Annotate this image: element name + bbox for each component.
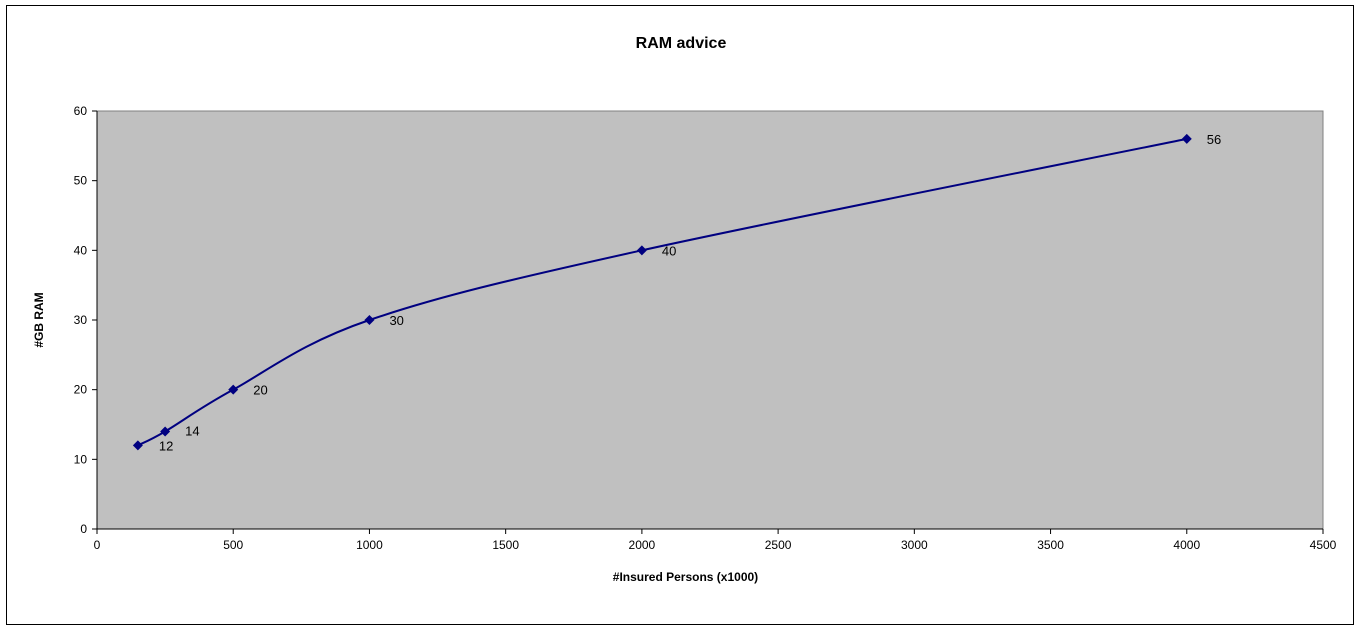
y-axis: 0 10 20 30 40 50 60 <box>74 104 98 536</box>
y-tick-label: 40 <box>74 243 88 257</box>
plot-area <box>96 110 1324 530</box>
data-point-marker <box>132 440 143 451</box>
y-tick-label: 30 <box>74 313 88 327</box>
data-label: 56 <box>1207 132 1221 147</box>
x-axis: 0 500 1000 1500 2000 2500 3000 3500 4000 4500 <box>94 528 1337 552</box>
x-tick-label: 3500 <box>1037 538 1064 552</box>
x-tick-label: 1500 <box>492 538 519 552</box>
y-axis-label: #GB RAM <box>32 292 46 347</box>
data-point-marker <box>228 384 239 395</box>
x-tick-label: 500 <box>223 538 243 552</box>
data-point-marker <box>636 245 647 256</box>
x-tick-label: 1000 <box>356 538 383 552</box>
y-tick-label: 20 <box>74 383 88 397</box>
x-tick-label: 2000 <box>629 538 656 552</box>
data-label: 14 <box>185 423 199 438</box>
data-point-marker <box>364 315 375 325</box>
y-tick-label: 60 <box>74 104 88 118</box>
data-label: 20 <box>253 383 267 398</box>
data-point-marker <box>1181 133 1192 144</box>
data-label: 12 <box>159 438 173 453</box>
y-tick-label: 50 <box>74 174 88 188</box>
data-labels: 12 14 20 30 40 56 <box>159 132 1221 454</box>
series-markers <box>132 133 1192 451</box>
y-tick-label: 10 <box>74 452 88 466</box>
x-tick-label: 3000 <box>901 538 928 552</box>
x-tick-label: 2500 <box>765 538 792 552</box>
data-point-marker <box>160 426 171 437</box>
y-tick-label: 0 <box>80 522 87 536</box>
chart-area: RAM advice 0 10 20 30 40 50 60 0 500 1000 1500 200… <box>6 5 1354 625</box>
x-tick-label: 4000 <box>1173 538 1200 552</box>
chart-title: RAM advice <box>636 35 727 52</box>
x-tick-label: 0 <box>94 538 101 552</box>
series-line <box>137 137 1187 447</box>
data-label: 30 <box>389 313 403 328</box>
x-tick-label: 4500 <box>1310 538 1337 552</box>
x-axis-label: #Insured Persons (x1000) <box>613 570 758 584</box>
data-label: 40 <box>662 243 676 258</box>
